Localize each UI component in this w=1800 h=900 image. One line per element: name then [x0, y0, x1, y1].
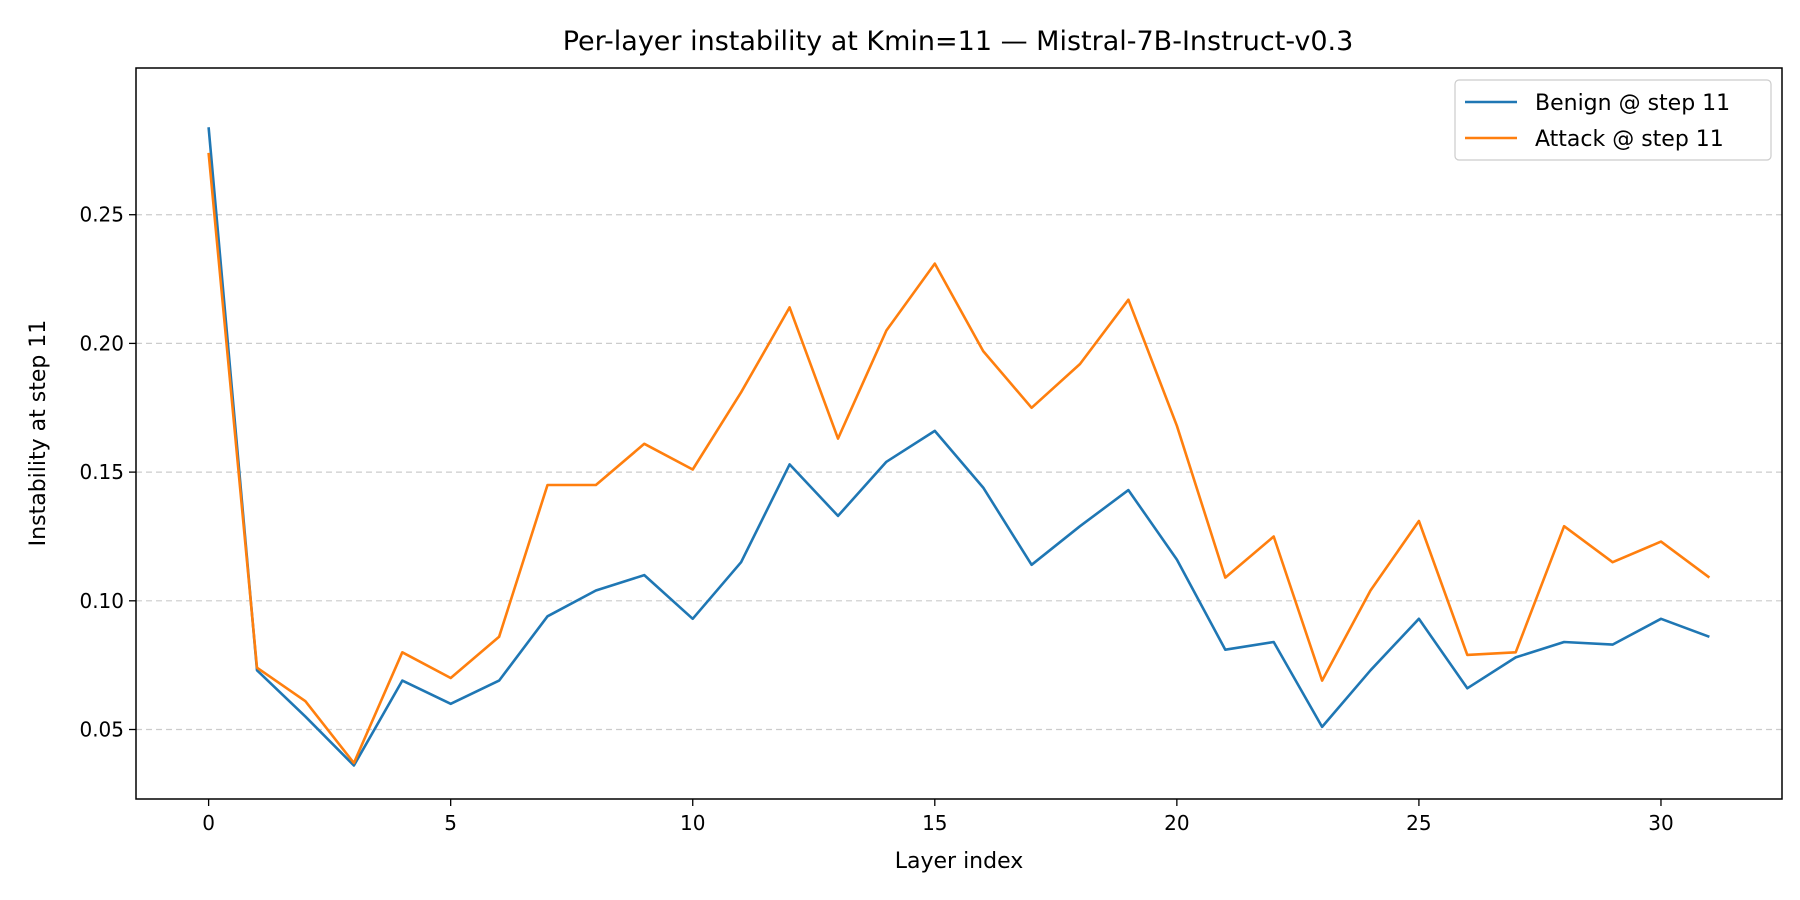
legend: Benign @ step 11 Attack @ step 11	[1454, 79, 1772, 161]
y-tick-label: 0.20	[79, 331, 124, 355]
y-tick-label: 0.05	[79, 718, 124, 742]
legend-box	[1454, 79, 1772, 161]
y-tick-label: 0.15	[79, 460, 124, 484]
x-tick-label: 10	[680, 811, 705, 835]
y-tick-label: 0.10	[79, 589, 124, 613]
y-tick-label: 0.25	[79, 203, 124, 227]
gridlines	[136, 214, 1782, 731]
x-axis-label: Layer index	[895, 849, 1024, 874]
series-line-1	[207, 152, 1711, 765]
x-tick-label: 0	[202, 811, 215, 835]
x-tick-label: 15	[922, 811, 947, 835]
series-lines	[207, 127, 1711, 767]
y-axis-ticks: 0.05 0.10 0.15 0.20 0.25	[79, 203, 136, 742]
plot-frame	[135, 67, 1783, 800]
x-tick-label: 25	[1406, 811, 1431, 835]
y-axis-label: Instability at step 11	[26, 320, 51, 547]
series-line-0	[207, 127, 1710, 767]
x-axis-ticks: 0 5 10 15 20 25 30	[202, 799, 1674, 835]
legend-entry: Benign @ step 11	[1535, 91, 1730, 116]
chart-title: Per-layer instability at Kmin=11 — Mistr…	[563, 26, 1354, 57]
x-tick-label: 5	[444, 811, 457, 835]
x-tick-label: 20	[1164, 811, 1189, 835]
x-tick-label: 30	[1648, 811, 1673, 835]
legend-entry: Attack @ step 11	[1535, 127, 1724, 152]
